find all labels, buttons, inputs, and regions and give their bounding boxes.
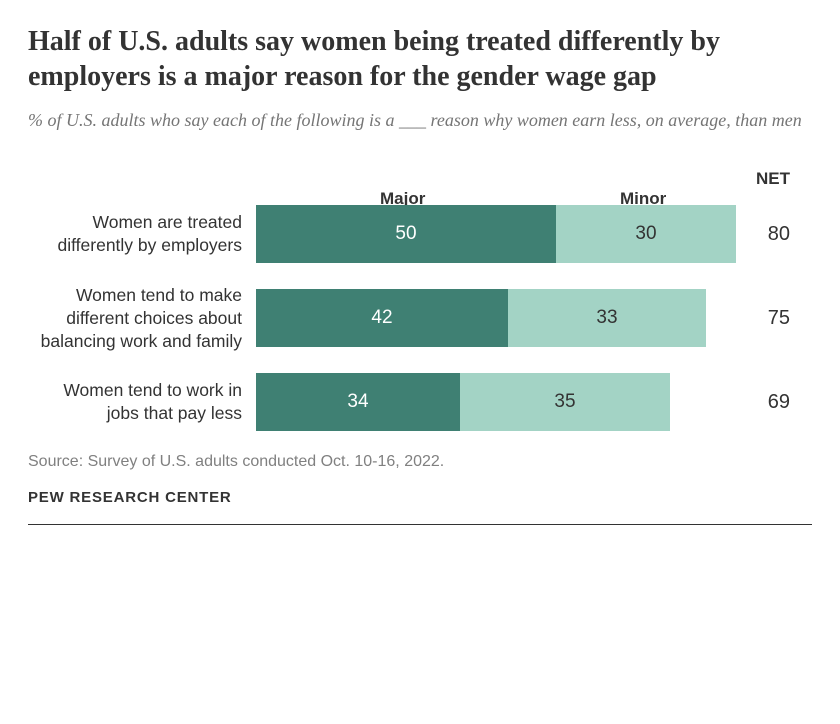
chart-subtitle: % of U.S. adults who say each of the fol… — [28, 108, 812, 133]
column-header-net: NET — [756, 169, 790, 188]
org-attribution: PEW RESEARCH CENTER — [28, 489, 812, 506]
row-label: Women tend to work in jobs that pay less — [28, 379, 256, 425]
net-value: 80 — [736, 223, 796, 246]
bar-segment-major: 50 — [256, 205, 556, 263]
bar-segments: 3435 — [256, 373, 736, 431]
bar-segment-minor: 35 — [460, 373, 670, 431]
bar-row: Women tend to make different choices abo… — [28, 285, 812, 351]
row-label: Women are treated differently by employe… — [28, 211, 256, 257]
bar-segments: 5030 — [256, 205, 736, 263]
bar-segment-minor: 30 — [556, 205, 736, 263]
chart-header-row: Major Minor NET — [28, 161, 812, 189]
chart-title: Half of U.S. adults say women being trea… — [28, 24, 812, 94]
bar-segment-minor: 33 — [508, 289, 706, 347]
bar-row: Women tend to work in jobs that pay less… — [28, 369, 812, 435]
row-label: Women tend to make different choices abo… — [28, 284, 256, 352]
bar-row: Women are treated differently by employe… — [28, 201, 812, 267]
source-note: Source: Survey of U.S. adults conducted … — [28, 453, 812, 471]
chart-area: Major Minor NET Women are treated differ… — [28, 161, 812, 435]
net-value: 75 — [736, 307, 796, 330]
bar-segments: 4233 — [256, 289, 736, 347]
bar-rows-container: Women are treated differently by employe… — [28, 201, 812, 435]
bar-segment-major: 34 — [256, 373, 460, 431]
bottom-rule — [28, 524, 812, 525]
bar-segment-major: 42 — [256, 289, 508, 347]
net-value: 69 — [736, 391, 796, 414]
